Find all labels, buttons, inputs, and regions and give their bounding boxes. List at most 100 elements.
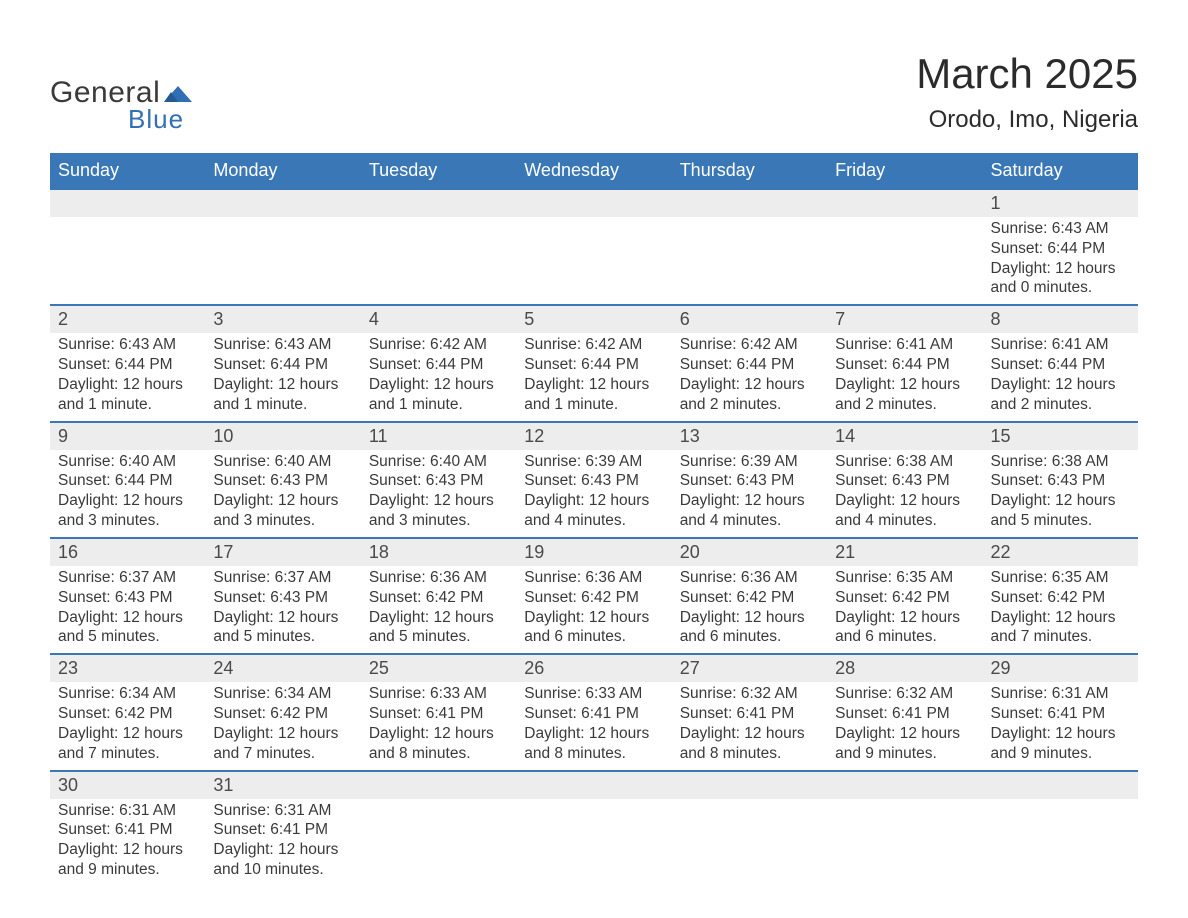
sunrise-line: Sunrise: 6:43 AM [213, 335, 352, 355]
sunset-line: Sunset: 6:44 PM [58, 355, 197, 375]
day-cell-num [672, 771, 827, 799]
day-cell-num: 26 [516, 654, 671, 682]
sunrise-line: Sunrise: 6:40 AM [58, 452, 197, 472]
day-number [983, 772, 1138, 798]
daylight-line: Daylight: 12 hours and 2 minutes. [835, 375, 974, 415]
sunset-line: Sunset: 6:43 PM [58, 588, 197, 608]
day-detail [361, 217, 516, 293]
daylight-line: Daylight: 12 hours and 4 minutes. [835, 491, 974, 531]
day-cell-num: 24 [205, 654, 360, 682]
daylight-line: Daylight: 12 hours and 2 minutes. [991, 375, 1130, 415]
day-detail [516, 799, 671, 875]
day-detail: Sunrise: 6:43 AMSunset: 6:44 PMDaylight:… [205, 333, 360, 420]
sunrise-line: Sunrise: 6:39 AM [680, 452, 819, 472]
daylight-line: Daylight: 12 hours and 4 minutes. [680, 491, 819, 531]
day-detail: Sunrise: 6:31 AMSunset: 6:41 PMDaylight:… [50, 799, 205, 886]
sunset-line: Sunset: 6:44 PM [369, 355, 508, 375]
day-number: 20 [672, 539, 827, 566]
day-cell-num [672, 189, 827, 217]
daylight-line: Daylight: 12 hours and 1 minute. [58, 375, 197, 415]
daylight-line: Daylight: 12 hours and 9 minutes. [835, 724, 974, 764]
sunset-line: Sunset: 6:41 PM [213, 820, 352, 840]
sunset-line: Sunset: 6:41 PM [524, 704, 663, 724]
sunset-line: Sunset: 6:42 PM [524, 588, 663, 608]
sunset-line: Sunset: 6:44 PM [991, 239, 1130, 259]
weekday-header: Thursday [672, 153, 827, 189]
day-cell-body [672, 799, 827, 886]
sunrise-line: Sunrise: 6:32 AM [835, 684, 974, 704]
day-cell-body [983, 799, 1138, 886]
day-number [672, 772, 827, 798]
day-number: 4 [361, 306, 516, 333]
daylight-line: Daylight: 12 hours and 1 minute. [213, 375, 352, 415]
day-cell-body [516, 799, 671, 886]
day-cell-num: 13 [672, 422, 827, 450]
daylight-line: Daylight: 12 hours and 6 minutes. [835, 608, 974, 648]
day-cell-num [983, 771, 1138, 799]
day-number: 16 [50, 539, 205, 566]
day-detail: Sunrise: 6:36 AMSunset: 6:42 PMDaylight:… [516, 566, 671, 653]
day-cell-body: Sunrise: 6:40 AMSunset: 6:44 PMDaylight:… [50, 450, 205, 538]
day-number: 30 [50, 772, 205, 799]
sunrise-line: Sunrise: 6:39 AM [524, 452, 663, 472]
daylight-line: Daylight: 12 hours and 8 minutes. [524, 724, 663, 764]
day-number [827, 190, 982, 216]
day-cell-num [205, 189, 360, 217]
sunrise-line: Sunrise: 6:40 AM [213, 452, 352, 472]
daylight-line: Daylight: 12 hours and 5 minutes. [213, 608, 352, 648]
day-number [516, 772, 671, 798]
day-cell-num: 10 [205, 422, 360, 450]
day-number: 5 [516, 306, 671, 333]
day-detail: Sunrise: 6:31 AMSunset: 6:41 PMDaylight:… [983, 682, 1138, 769]
day-cell-body: Sunrise: 6:41 AMSunset: 6:44 PMDaylight:… [827, 333, 982, 421]
daylight-line: Daylight: 12 hours and 1 minute. [524, 375, 663, 415]
day-cell-body: Sunrise: 6:40 AMSunset: 6:43 PMDaylight:… [205, 450, 360, 538]
sunset-line: Sunset: 6:44 PM [58, 471, 197, 491]
day-detail: Sunrise: 6:39 AMSunset: 6:43 PMDaylight:… [672, 450, 827, 537]
week-daynum-row: 9101112131415 [50, 422, 1138, 450]
daylight-line: Daylight: 12 hours and 3 minutes. [213, 491, 352, 531]
day-cell-body [50, 217, 205, 305]
day-detail: Sunrise: 6:41 AMSunset: 6:44 PMDaylight:… [983, 333, 1138, 420]
weekday-header: Friday [827, 153, 982, 189]
day-cell-num: 21 [827, 538, 982, 566]
day-cell-num: 28 [827, 654, 982, 682]
day-cell-num: 30 [50, 771, 205, 799]
day-number [361, 190, 516, 216]
day-number: 23 [50, 655, 205, 682]
day-detail: Sunrise: 6:34 AMSunset: 6:42 PMDaylight:… [205, 682, 360, 769]
day-cell-body: Sunrise: 6:38 AMSunset: 6:43 PMDaylight:… [983, 450, 1138, 538]
weekday-header-row: Sunday Monday Tuesday Wednesday Thursday… [50, 153, 1138, 189]
day-detail: Sunrise: 6:40 AMSunset: 6:43 PMDaylight:… [361, 450, 516, 537]
week-daynum-row: 2345678 [50, 305, 1138, 333]
day-detail [516, 217, 671, 293]
day-number: 12 [516, 423, 671, 450]
daylight-line: Daylight: 12 hours and 7 minutes. [991, 608, 1130, 648]
day-cell-body [361, 799, 516, 886]
weekday-header: Saturday [983, 153, 1138, 189]
day-cell-num [361, 771, 516, 799]
daylight-line: Daylight: 12 hours and 6 minutes. [524, 608, 663, 648]
sunset-line: Sunset: 6:44 PM [991, 355, 1130, 375]
day-number: 1 [983, 190, 1138, 217]
day-cell-num [361, 189, 516, 217]
sunrise-line: Sunrise: 6:32 AM [680, 684, 819, 704]
sunset-line: Sunset: 6:43 PM [213, 471, 352, 491]
sunset-line: Sunset: 6:43 PM [213, 588, 352, 608]
day-number: 29 [983, 655, 1138, 682]
day-cell-body [361, 217, 516, 305]
day-cell-num: 5 [516, 305, 671, 333]
day-cell-body: Sunrise: 6:39 AMSunset: 6:43 PMDaylight:… [672, 450, 827, 538]
daylight-line: Daylight: 12 hours and 0 minutes. [991, 259, 1130, 299]
sunset-line: Sunset: 6:43 PM [835, 471, 974, 491]
sunset-line: Sunset: 6:44 PM [524, 355, 663, 375]
weekday-header: Sunday [50, 153, 205, 189]
day-detail: Sunrise: 6:38 AMSunset: 6:43 PMDaylight:… [983, 450, 1138, 537]
day-detail: Sunrise: 6:41 AMSunset: 6:44 PMDaylight:… [827, 333, 982, 420]
daylight-line: Daylight: 12 hours and 5 minutes. [369, 608, 508, 648]
day-detail: Sunrise: 6:39 AMSunset: 6:43 PMDaylight:… [516, 450, 671, 537]
sunrise-line: Sunrise: 6:33 AM [369, 684, 508, 704]
day-number [205, 190, 360, 216]
sunset-line: Sunset: 6:41 PM [991, 704, 1130, 724]
day-number [827, 772, 982, 798]
